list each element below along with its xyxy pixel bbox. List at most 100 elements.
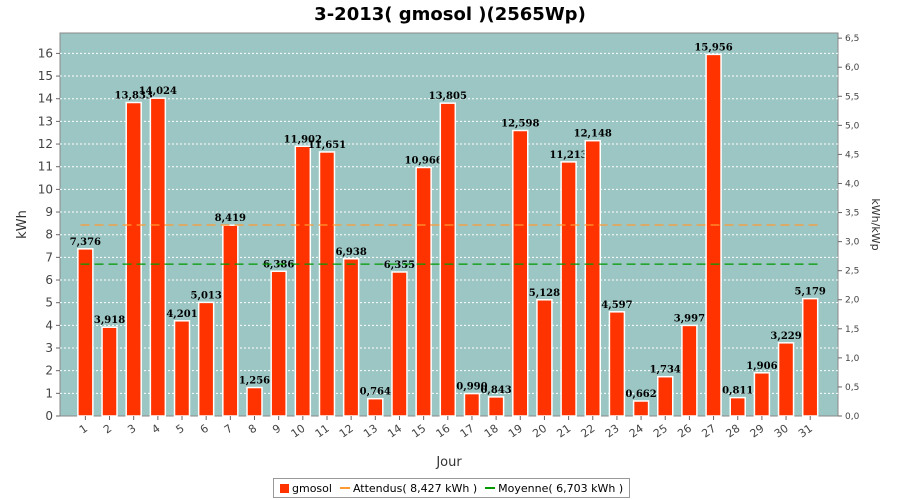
- x-tick-label: 23: [603, 422, 622, 441]
- bar: [270, 270, 287, 417]
- x-tick-label: 17: [458, 422, 477, 441]
- x-tick-label: 21: [554, 422, 573, 441]
- x-tick-label: 27: [699, 422, 718, 441]
- bar-data-label: 4,201: [166, 309, 197, 320]
- bar: [173, 320, 191, 417]
- bar: [536, 299, 553, 417]
- bar: [101, 326, 118, 417]
- x-tick-label: 14: [385, 422, 404, 441]
- bar: [729, 396, 746, 417]
- bar-data-label: 15,956: [694, 42, 732, 53]
- bar: [439, 102, 457, 417]
- bar-data-label: 8,419: [215, 213, 246, 224]
- bar-data-label: 10,966: [404, 155, 442, 166]
- bar-data-label: 0,764: [360, 387, 391, 398]
- y-tick-label: 2: [45, 364, 53, 378]
- y2-tick-label: 4,5: [845, 150, 859, 160]
- bar-data-label: 0,990: [456, 382, 487, 393]
- bar: [681, 324, 698, 417]
- y2-tick-label: 3,5: [845, 209, 859, 219]
- bar-data-label: 12,598: [501, 118, 539, 129]
- bar-data-label: 11,213: [549, 150, 587, 161]
- y2-tick-label: 6,5: [845, 34, 859, 44]
- legend-label-attendus: Attendus( 8,427 kWh ): [352, 481, 478, 495]
- bar: [463, 392, 481, 417]
- bar-data-label: 6,386: [263, 259, 294, 270]
- bar: [753, 372, 771, 417]
- x-tick-label: 9: [270, 422, 283, 437]
- y2-tick-label: 5,5: [845, 92, 859, 102]
- y2-tick-label: 3,0: [845, 238, 860, 248]
- bar: [584, 139, 602, 417]
- x-tick-label: 25: [651, 422, 670, 441]
- y-tick-label: 11: [38, 160, 53, 174]
- bar: [246, 386, 263, 417]
- bar: [632, 400, 650, 417]
- y2-tick-label: 0,5: [845, 383, 859, 393]
- bar-data-label: 11,651: [308, 140, 346, 151]
- x-tick-label: 24: [627, 422, 646, 441]
- bar-data-label: 0,662: [625, 389, 656, 400]
- y-axis-label: kWh: [15, 210, 30, 239]
- y-tick-label: 4: [45, 318, 53, 332]
- bar-data-label: 3,918: [94, 315, 125, 326]
- x-tick-label: 2: [101, 422, 114, 437]
- x-tick-label: 30: [772, 422, 791, 441]
- bar: [125, 101, 142, 417]
- bar: [391, 271, 408, 417]
- bar: [318, 151, 336, 417]
- x-tick-label: 22: [579, 422, 598, 441]
- bar-data-label: 13,833: [115, 91, 153, 102]
- y-tick-label: 16: [38, 46, 53, 60]
- bar: [705, 53, 722, 417]
- bar: [367, 397, 384, 417]
- legend-item-gmosol: gmosol: [280, 482, 332, 495]
- y2-tick-label: 2,0: [845, 296, 860, 306]
- y-tick-label: 10: [38, 182, 53, 196]
- bar-data-label: 1,906: [746, 361, 777, 372]
- y-tick-label: 9: [45, 205, 53, 219]
- legend-swatch-gmosol: [280, 483, 289, 493]
- x-axis-label: Jour: [435, 455, 462, 470]
- y2-tick-label: 6,0: [845, 63, 860, 73]
- y2-tick-label: 0,0: [845, 412, 860, 422]
- bar: [197, 301, 215, 417]
- bar-data-label: 12,148: [574, 129, 612, 140]
- bar-data-label: 6,938: [335, 247, 366, 258]
- bar-data-label: 0,811: [722, 386, 753, 397]
- y-tick-label: 5: [45, 296, 53, 310]
- chart-title: 3-2013( gmosol )(2565Wp): [314, 4, 586, 25]
- y-tick-label: 12: [38, 137, 53, 151]
- legend-swatch-attendus: [339, 487, 350, 489]
- y-tick-label: 6: [45, 273, 53, 287]
- x-tick-label: 28: [724, 422, 743, 441]
- bar-data-label: 3,997: [674, 313, 705, 324]
- x-tick-label: 1: [77, 422, 90, 437]
- bar: [512, 129, 529, 417]
- y2-axis-label: kWh/kWp: [869, 198, 882, 250]
- x-tick-label: 15: [409, 422, 428, 441]
- x-tick-label: 26: [675, 422, 694, 441]
- bar-data-label: 4,597: [601, 300, 632, 311]
- x-tick-label: 20: [530, 422, 549, 441]
- y-tick-label: 0: [45, 409, 53, 423]
- legend-swatch-moyenne: [485, 487, 496, 489]
- x-tick-label: 19: [506, 422, 525, 441]
- bar: [777, 342, 795, 417]
- y2-tick-label: 2,5: [845, 267, 859, 277]
- y2-tick-label: 4,0: [845, 179, 860, 189]
- bar: [77, 248, 94, 417]
- x-tick-label: 12: [337, 422, 356, 441]
- bar-data-label: 1,256: [239, 376, 270, 387]
- legend-label-gmosol: gmosol: [292, 481, 332, 495]
- y-tick-label: 1: [45, 386, 53, 400]
- x-tick-label: 16: [434, 422, 453, 441]
- bar-data-label: 5,013: [191, 290, 222, 301]
- x-tick-label: 3: [125, 422, 138, 437]
- bar: [294, 145, 312, 417]
- y2-tick-label: 1,0: [845, 354, 860, 364]
- y-tick-label: 14: [38, 92, 53, 106]
- bar: [342, 258, 360, 417]
- bar: [149, 97, 167, 417]
